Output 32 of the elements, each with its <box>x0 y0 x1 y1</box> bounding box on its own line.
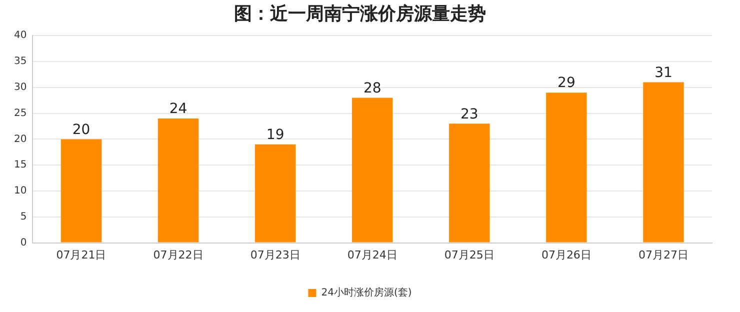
bar <box>643 82 684 242</box>
data-label: 28 <box>363 80 382 96</box>
data-label: 24 <box>169 101 188 118</box>
bar <box>546 92 587 242</box>
y-tick-label: 30 <box>14 82 27 93</box>
y-tick-label: 35 <box>14 56 27 68</box>
bar <box>158 118 199 242</box>
data-label: 20 <box>72 122 90 138</box>
y-tick-label: 15 <box>14 160 27 171</box>
y-tick-label: 10 <box>14 186 27 197</box>
x-tick-label: 07月24日 <box>347 248 398 262</box>
data-label: 29 <box>558 75 576 92</box>
y-tick-label: 5 <box>20 211 27 222</box>
y-tick-label: 25 <box>14 108 27 119</box>
y-tick-label: 0 <box>20 237 27 248</box>
y-tick-label: 20 <box>14 134 27 145</box>
y-tick-label: 40 <box>14 30 27 42</box>
x-tick-label: 07月25日 <box>444 248 494 262</box>
x-tick-label: 07月27日 <box>638 248 688 262</box>
bar <box>449 124 490 242</box>
x-tick-label: 07月23日 <box>250 248 300 262</box>
data-label: 23 <box>460 106 478 122</box>
bar <box>254 144 296 242</box>
x-tick-label: 07月21日 <box>56 248 106 262</box>
x-tick-label: 07月26日 <box>541 248 592 262</box>
legend-label: 24小时涨价房源(套) <box>321 286 412 299</box>
bar <box>352 98 393 242</box>
data-label: 19 <box>266 127 284 144</box>
chart-title: 图：近一周南宁涨价房源量走势 <box>234 3 486 24</box>
data-label: 31 <box>654 64 672 81</box>
bar <box>60 139 102 242</box>
x-tick-label: 07月22日 <box>153 248 204 262</box>
